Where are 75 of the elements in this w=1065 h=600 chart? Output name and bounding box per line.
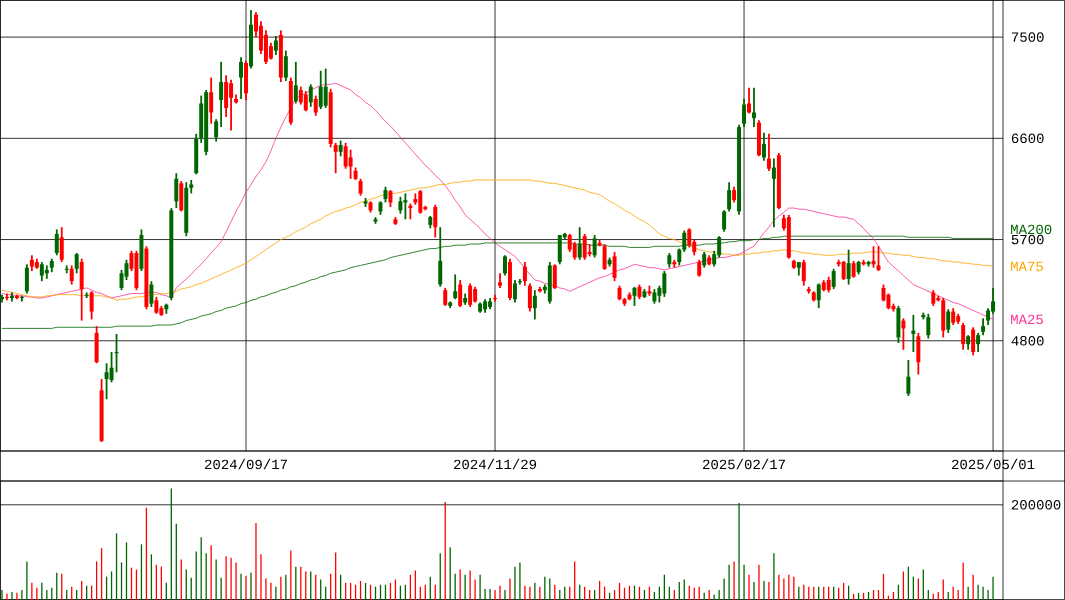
candlestick: [59, 226, 64, 263]
candlestick: [687, 227, 692, 249]
series-label: MA75: [1011, 261, 1043, 272]
candlestick: [766, 132, 771, 172]
candlestick: [722, 209, 727, 233]
candlestick: [522, 261, 527, 287]
candlestick: [74, 252, 79, 275]
candlestick: [109, 351, 114, 384]
candlestick: [239, 56, 244, 100]
candlestick: [761, 131, 766, 162]
candlestick: [69, 264, 74, 286]
candlestick: [24, 263, 29, 295]
candlestick: [149, 280, 154, 308]
candlestick: [468, 282, 473, 308]
candlestick: [871, 245, 876, 269]
candlestick: [174, 172, 179, 209]
candlestick: [752, 86, 756, 128]
candlestick: [612, 251, 617, 283]
candlestick: [816, 282, 821, 310]
candlestick: [293, 60, 298, 105]
candlestick: [552, 263, 557, 290]
candlestick: [976, 332, 981, 353]
candlestick: [517, 278, 522, 286]
x-tick-label: 2024/09/17: [205, 458, 287, 470]
candlestick: [841, 260, 846, 281]
series-label: MA25: [1011, 314, 1043, 325]
candlestick: [503, 254, 507, 277]
candlestick: [906, 359, 911, 397]
candlestick: [333, 141, 338, 175]
candlestick: [771, 157, 776, 229]
candlestick: [926, 312, 931, 340]
candlestick: [742, 98, 747, 128]
candlestick: [323, 67, 328, 109]
candlestick: [602, 243, 607, 271]
series-label: MA200: [1011, 224, 1052, 235]
y-tick-label: 7500: [1011, 32, 1044, 42]
candlestick: [433, 203, 438, 239]
candlestick: [54, 228, 59, 257]
candlestick: [348, 148, 353, 180]
y-tick-label: 200000: [1011, 500, 1061, 510]
candlestick: [946, 308, 951, 334]
candlestick: [283, 49, 288, 82]
candlestick: [532, 289, 537, 321]
candlestick: [114, 333, 119, 374]
candlestick: [846, 248, 851, 286]
candlestick: [458, 279, 463, 308]
candlestick: [961, 321, 966, 351]
candlestick: [512, 279, 517, 304]
candlestick: [214, 118, 219, 143]
candlestick: [84, 291, 89, 299]
candlestick: [308, 83, 313, 108]
candlestick: [303, 90, 308, 113]
candlestick: [209, 76, 214, 125]
x-tick-label: 2025/05/01: [952, 458, 1035, 470]
candlestick: [44, 264, 49, 280]
candlestick: [727, 181, 732, 213]
candlestick: [453, 273, 458, 301]
candlestick: [747, 86, 752, 115]
candlestick: [273, 35, 278, 56]
candlestick: [219, 60, 224, 128]
x-tick-label: 2025/02/17: [703, 458, 785, 470]
candlestick: [831, 267, 836, 290]
y-tick-label: 6600: [1011, 133, 1044, 144]
x-tick-label: 2024/11/29: [454, 458, 537, 470]
candlestick: [64, 264, 69, 275]
candlestick: [89, 290, 94, 321]
candlestick: [901, 317, 906, 351]
candlestick: [632, 285, 637, 307]
candlestick: [801, 258, 806, 287]
y-tick-label: 4800: [1011, 336, 1044, 346]
candlestick: [971, 326, 976, 357]
candlestick: [527, 282, 532, 313]
candlestick: [911, 314, 916, 353]
candlestick: [313, 94, 318, 117]
y-tick-label: 5700: [1011, 234, 1044, 245]
